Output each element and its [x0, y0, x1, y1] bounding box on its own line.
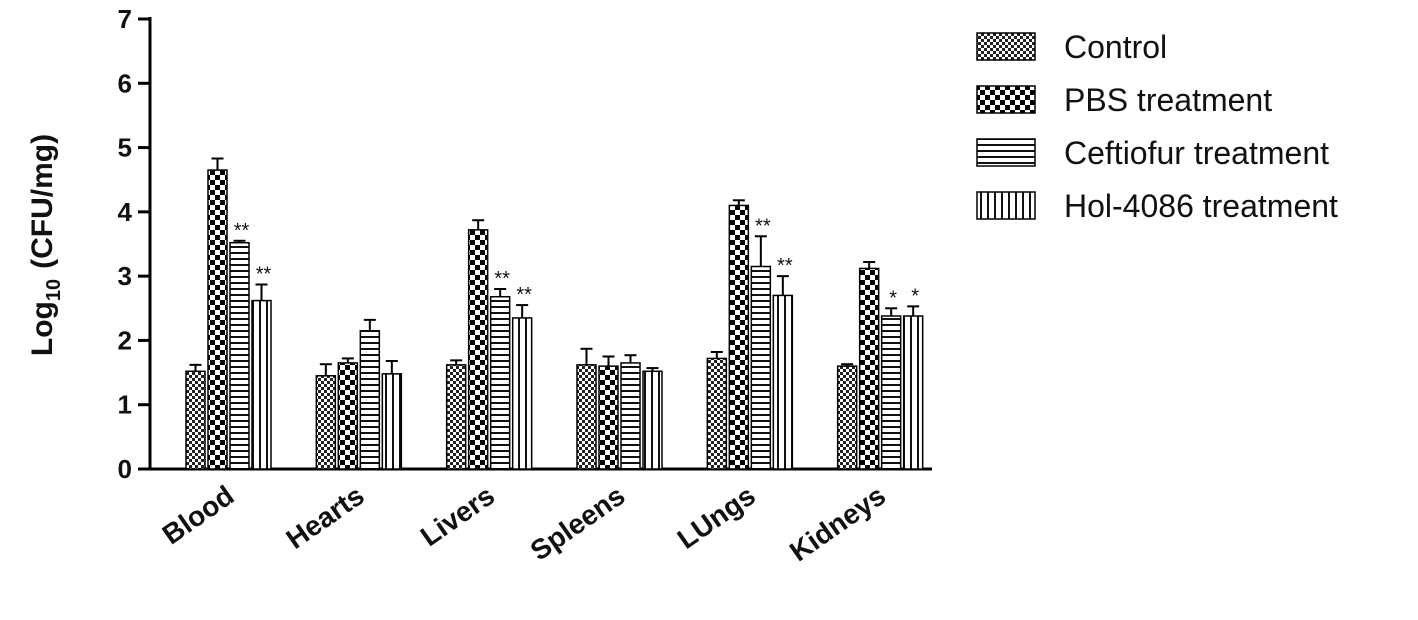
bars: ****Blood Hearts****Livers Spleens****LUng…	[157, 157, 924, 568]
bar-livers-hol-4086-treatment	[511, 317, 533, 470]
bar-kidneys-hol-4086-treatment	[902, 315, 924, 470]
x-tick-label: Spleens	[525, 480, 631, 567]
svg-text:Log10(CFU/mg): Log10(CFU/mg)	[26, 134, 65, 356]
bar-blood-pbs-treatment	[207, 169, 228, 470]
y-tick-label: 5	[118, 133, 132, 163]
legend-item: Ceftiofur treatment	[976, 135, 1329, 171]
y-tick-label: 7	[118, 4, 132, 34]
significance-marker: **	[516, 284, 532, 306]
significance-marker: *	[911, 285, 919, 307]
bar-group-kidneys: * * Kidneys	[784, 261, 924, 568]
bar-hearts-ceftiofur-treatment	[359, 330, 381, 470]
significance-marker: *	[889, 287, 897, 309]
significance-marker: **	[234, 220, 250, 242]
bar-group-blood: ** ** Blood	[157, 157, 272, 551]
bar-livers-control	[445, 364, 467, 470]
y-tick-label: 6	[118, 68, 132, 98]
y-tick-label: 2	[118, 325, 132, 355]
legend-swatch	[976, 191, 1036, 220]
bar-lungs-control	[706, 357, 728, 470]
x-tick-label: Hearts	[281, 480, 370, 555]
legend-label: PBS treatment	[1064, 82, 1272, 118]
legend-label: Hol-4086 treatment	[1064, 188, 1338, 224]
y-axis-title: Log10(CFU/mg)	[26, 134, 65, 356]
bar-lungs-pbs-treatment	[728, 204, 750, 470]
bar-blood-control	[185, 370, 206, 470]
bar-spleens-control	[576, 364, 597, 470]
bar-group-hearts: Hearts	[281, 318, 403, 555]
bar-kidneys-control	[836, 365, 858, 470]
legend-label: Control	[1064, 29, 1167, 65]
y-tick-label: 1	[118, 390, 132, 420]
legend-item: Hol-4086 treatment	[976, 188, 1338, 224]
x-tick-label: Kidneys	[784, 480, 891, 568]
legend-swatch	[976, 85, 1036, 114]
x-tick-label: Blood	[157, 480, 240, 551]
bar-hearts-hol-4086-treatment	[381, 373, 403, 470]
bar-lungs-ceftiofur-treatment	[750, 265, 772, 470]
legend-swatch	[976, 32, 1036, 61]
significance-marker: **	[777, 255, 793, 277]
x-tick-label: Livers	[415, 480, 500, 553]
bar-livers-ceftiofur-treatment	[489, 295, 511, 470]
legend-item: Control	[976, 29, 1167, 65]
bar-livers-pbs-treatment	[467, 229, 489, 470]
bar-group-spleens: Spleens	[525, 347, 663, 567]
bar-spleens-pbs-treatment	[598, 365, 619, 470]
significance-marker: **	[755, 215, 771, 237]
y-tick-label: 3	[118, 261, 132, 291]
bar-spleens-ceftiofur-treatment	[620, 362, 641, 470]
bar-blood-ceftiofur-treatment	[229, 241, 250, 470]
significance-marker: **	[256, 264, 272, 286]
legend-item: PBS treatment	[976, 82, 1272, 118]
bar-group-lungs: ** ** LUngs	[672, 199, 794, 555]
bar-kidneys-pbs-treatment	[858, 267, 880, 470]
bar-lungs-hol-4086-treatment	[772, 294, 794, 470]
bar-hearts-control	[315, 375, 337, 470]
bar-hearts-pbs-treatment	[337, 362, 359, 470]
bar-spleens-hol-4086-treatment	[642, 370, 663, 470]
legend: Control PBS treatment Ceftiofur treatment H…	[976, 29, 1338, 224]
bar-blood-hol-4086-treatment	[251, 299, 272, 470]
y-tick-label: 0	[118, 454, 132, 484]
significance-marker: **	[494, 268, 510, 290]
bar-kidneys-ceftiofur-treatment	[880, 315, 902, 470]
bar-group-livers: ** ** Livers	[415, 219, 533, 553]
axes: 0 1 2 3 4 5 6 7	[118, 4, 932, 484]
x-tick-label: LUngs	[672, 480, 761, 555]
legend-label: Ceftiofur treatment	[1064, 135, 1329, 171]
legend-swatch	[976, 138, 1036, 167]
y-tick-label: 4	[118, 197, 133, 227]
